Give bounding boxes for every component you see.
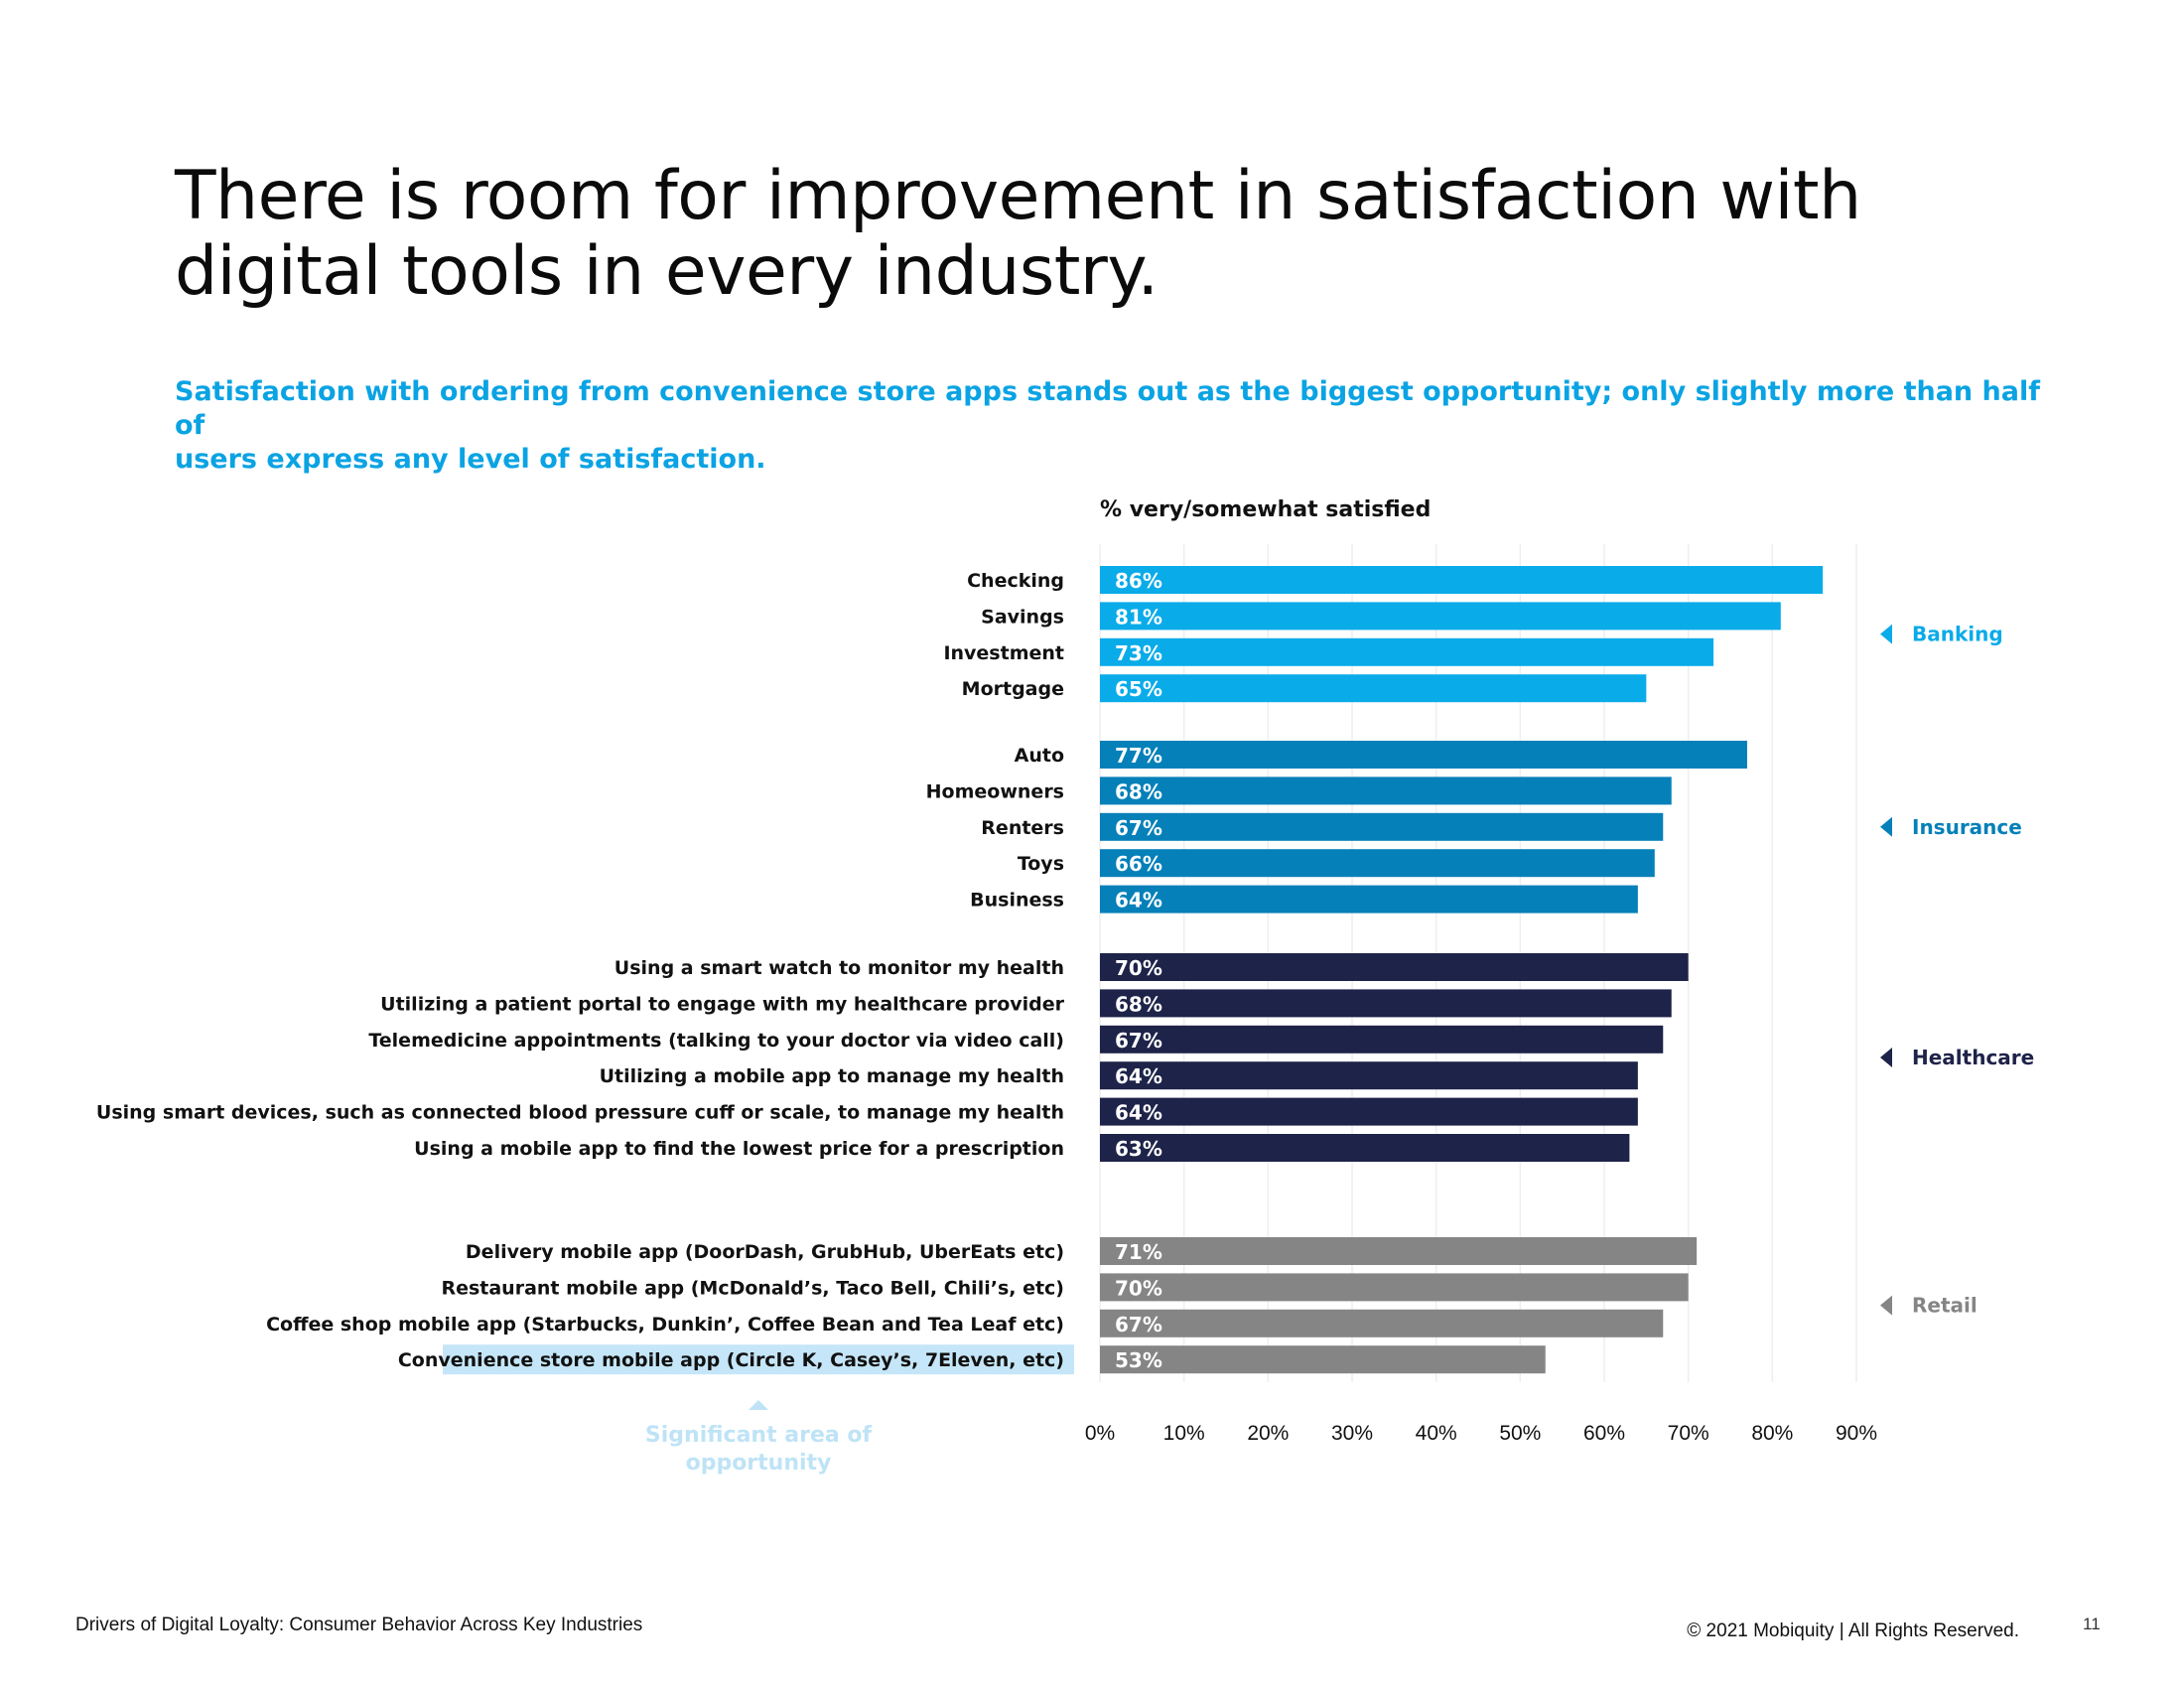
- subhead-line-1: Satisfaction with ordering from convenie…: [175, 376, 2040, 441]
- bar: [1100, 885, 1638, 914]
- bar-value-label: 70%: [1115, 1276, 1162, 1300]
- x-tick-label: 60%: [1583, 1422, 1625, 1445]
- bar-value-label: 64%: [1115, 1064, 1162, 1088]
- bar-value-label: 81%: [1115, 605, 1162, 629]
- chart-title: % very/somewhat satisfied: [1100, 497, 1431, 522]
- bar-value-label: 67%: [1115, 816, 1162, 840]
- bar-value-label: 68%: [1115, 779, 1162, 803]
- bar: [1100, 1134, 1630, 1162]
- category-label: Auto: [1015, 745, 1064, 767]
- bar: [1100, 1345, 1546, 1374]
- group-marker-arrow: [1880, 624, 1892, 644]
- x-tick-label: 40%: [1416, 1422, 1457, 1445]
- bar: [1100, 602, 1781, 631]
- category-label: Mortgage: [962, 678, 1064, 700]
- group-marker-arrow: [1880, 816, 1892, 837]
- bar-value-label: 64%: [1115, 1101, 1162, 1125]
- bar: [1100, 741, 1747, 769]
- page-number: 11: [2083, 1615, 2101, 1633]
- annotation-arrow-icon: [749, 1400, 768, 1410]
- footer-report-title: Drivers of Digital Loyalty: Consumer Beh…: [75, 1615, 643, 1635]
- bar-value-label: 71%: [1115, 1240, 1162, 1264]
- bar-value-label: 65%: [1115, 677, 1162, 701]
- category-label: Checking: [967, 570, 1064, 592]
- x-tick-label: 20%: [1247, 1422, 1289, 1445]
- bar: [1100, 953, 1689, 981]
- x-tick-label: 10%: [1163, 1422, 1205, 1445]
- category-label: Delivery mobile app (DoorDash, GrubHub, …: [466, 1241, 1064, 1263]
- x-tick-label: 70%: [1668, 1422, 1709, 1445]
- category-label: Using smart devices, such as connected b…: [96, 1102, 1064, 1124]
- bar: [1100, 1309, 1664, 1337]
- bar: [1100, 1061, 1638, 1090]
- bar-value-label: 70%: [1115, 956, 1162, 980]
- x-tick-label: 50%: [1499, 1422, 1541, 1445]
- category-label: Utilizing a patient portal to engage wit…: [380, 993, 1064, 1015]
- bar: [1100, 566, 1824, 594]
- category-label: Investment: [943, 642, 1064, 664]
- category-label: Coffee shop mobile app (Starbucks, Dunki…: [266, 1314, 1064, 1336]
- bar-value-label: 53%: [1115, 1348, 1162, 1372]
- bar: [1100, 776, 1672, 805]
- category-label: Convenience store mobile app (Circle K, …: [398, 1349, 1064, 1371]
- bar: [1100, 1097, 1638, 1126]
- headline-line-2: digital tools in every industry.: [175, 232, 1159, 311]
- bar: [1100, 812, 1664, 841]
- x-tick-label: 0%: [1085, 1422, 1115, 1445]
- headline-line-1: There is room for improvement in satisfa…: [175, 157, 1861, 235]
- bar-value-label: 73%: [1115, 641, 1162, 665]
- bar: [1100, 637, 1714, 666]
- bar-value-label: 67%: [1115, 1029, 1162, 1053]
- footer-copyright: © 2021 Mobiquity | All Rights Reserved.: [1687, 1620, 2019, 1641]
- bar-value-label: 64%: [1115, 889, 1162, 913]
- x-tick-label: 80%: [1751, 1422, 1793, 1445]
- bar: [1100, 1273, 1689, 1302]
- bar-value-label: 66%: [1115, 852, 1162, 876]
- bar-value-label: 86%: [1115, 569, 1162, 593]
- annotation-text-line2: opportunity: [686, 1451, 832, 1476]
- annotation-text-line1: Significant area of: [645, 1423, 873, 1448]
- group-label: Healthcare: [1912, 1046, 2034, 1069]
- category-label: Using a mobile app to find the lowest pr…: [414, 1138, 1064, 1160]
- bar-value-label: 67%: [1115, 1313, 1162, 1336]
- category-label: Renters: [981, 817, 1064, 839]
- x-tick-label: 90%: [1836, 1422, 1877, 1445]
- category-label: Toys: [1018, 853, 1064, 875]
- highlight-box: [443, 1344, 1074, 1375]
- bar-value-label: 68%: [1115, 992, 1162, 1016]
- group-marker-arrow: [1880, 1048, 1892, 1067]
- bar: [1100, 1237, 1698, 1265]
- category-label: Utilizing a mobile app to manage my heal…: [600, 1065, 1064, 1087]
- bar-value-label: 77%: [1115, 744, 1162, 768]
- group-marker-arrow: [1880, 1295, 1892, 1316]
- category-label: Savings: [981, 606, 1064, 628]
- bar: [1100, 674, 1647, 703]
- group-label: Banking: [1912, 623, 2003, 646]
- bar: [1100, 849, 1655, 878]
- page-subhead: Satisfaction with ordering from convenie…: [175, 375, 2061, 477]
- category-label: Telemedicine appointments (talking to yo…: [368, 1030, 1064, 1052]
- category-label: Restaurant mobile app (McDonald’s, Taco …: [441, 1277, 1064, 1299]
- category-label: Using a smart watch to monitor my health: [614, 957, 1064, 979]
- bar: [1100, 1025, 1664, 1054]
- page-headline: There is room for improvement in satisfa…: [175, 159, 2061, 310]
- satisfaction-bar-chart: % very/somewhat satisfied Checking 86% Savi…: [96, 497, 2034, 1476]
- subhead-line-2: users express any level of satisfaction.: [175, 444, 766, 475]
- group-label: Retail: [1912, 1294, 1978, 1318]
- x-tick-label: 30%: [1331, 1422, 1373, 1445]
- bar-value-label: 63%: [1115, 1137, 1162, 1161]
- category-label: Homeowners: [926, 780, 1064, 802]
- bar: [1100, 989, 1672, 1018]
- group-label: Insurance: [1912, 815, 2022, 839]
- category-label: Business: [970, 890, 1064, 912]
